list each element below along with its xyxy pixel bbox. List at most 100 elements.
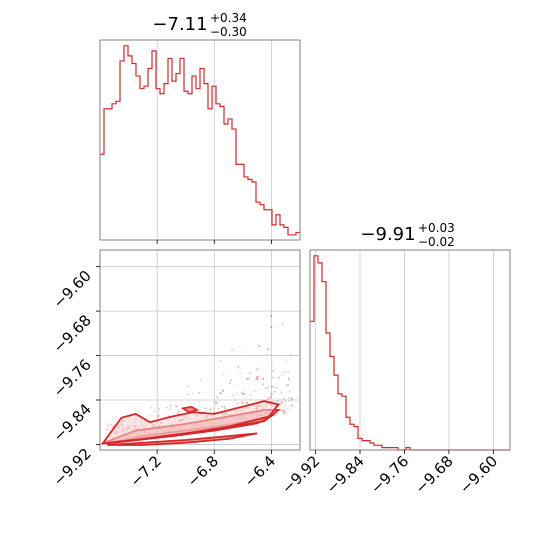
sample-point [256,367,259,370]
panel-title: −7.11 [152,14,207,35]
sample-point [235,392,238,395]
histogram-step-line [100,45,300,236]
sample-point [158,408,161,411]
sample-point [107,424,110,427]
x-tick-label: −6.4 [241,452,279,490]
sample-point [265,353,268,356]
sample-point [215,401,218,404]
sample-point [283,411,286,414]
sample-point [287,397,290,400]
sample-point [245,401,248,404]
sample-point [269,395,272,398]
sample-point [169,404,172,407]
sample-point [242,388,245,391]
sample-point [204,407,207,410]
sample-point [217,407,220,410]
sample-point [192,392,195,395]
sample-point [106,428,109,431]
x-tick-label: −6.8 [184,452,222,490]
sample-point [223,405,226,408]
sample-point [212,407,215,410]
title-plus: +0.34 [210,11,247,25]
sample-point [290,397,293,400]
sample-point [236,402,239,405]
sample-point [245,352,248,355]
sample-point [157,414,160,417]
sample-point [258,344,261,347]
y-tick-label: −9.60 [50,267,95,312]
histogram-step-line [310,255,510,451]
x-tick-label: −9.92 [278,452,323,497]
sample-point [233,383,236,386]
sample-point [167,410,170,413]
sample-point [274,413,277,416]
sample-point [271,385,274,388]
sample-point [287,370,290,373]
sample-point [283,410,286,413]
sample-point [280,410,283,413]
y-tick-label: −9.76 [50,356,95,401]
sample-point [167,414,170,417]
sample-point [229,379,232,382]
y-tick-label: −9.84 [50,400,95,445]
sample-point [216,394,219,397]
sample-point [272,399,275,402]
sample-point [271,376,274,379]
sample-point [138,410,141,413]
sample-point [271,369,274,372]
sample-point [249,371,252,374]
y-tick-label: −9.68 [50,311,95,356]
title-minus: −0.30 [210,25,247,39]
sample-point [288,407,291,410]
sample-point [282,409,285,412]
x-tick-label: −9.76 [367,452,412,497]
title-value: −7.11 [152,14,207,35]
sample-point [241,401,244,404]
density-contour [180,405,200,414]
sample-point [187,393,190,396]
sample-point [265,379,268,382]
sample-point [283,404,286,407]
sample-point [109,423,112,426]
title-value: −9.91 [360,224,415,245]
sample-point [112,423,115,426]
sample-point [153,409,156,412]
sample-point [277,376,280,379]
sample-point [224,407,227,410]
sample-point [282,397,285,400]
sample-point [275,386,278,389]
sample-point [250,394,253,397]
sample-point [288,377,291,380]
sample-point [219,391,222,394]
sample-point [283,371,286,374]
sample-point [256,375,259,378]
sample-point [107,429,110,432]
sample-point [280,401,283,404]
sample-point [264,387,267,390]
sample-point [198,391,201,394]
sample-point [247,378,250,381]
sample-point [286,384,289,387]
sample-point [262,383,265,386]
sample-point [243,397,246,400]
sample-point [255,378,258,381]
sample-point [169,407,172,410]
sample-point [274,390,277,393]
sample-point [241,392,244,395]
sample-point [270,392,273,395]
sample-point [232,405,235,408]
sample-point [266,398,269,401]
axes-frame [309,249,511,451]
sample-point [290,403,293,406]
axes-frame [99,39,301,241]
sample-point [280,391,283,394]
sample-point [291,398,294,401]
sample-point [276,357,279,360]
panel-top-left-histogram: −7.11 +0.34 −0.30 [99,11,301,244]
sample-point [175,405,178,408]
sample-point [281,323,284,326]
x-tick-label: −9.60 [456,452,501,497]
sample-point [246,401,249,404]
sample-point [270,314,273,317]
